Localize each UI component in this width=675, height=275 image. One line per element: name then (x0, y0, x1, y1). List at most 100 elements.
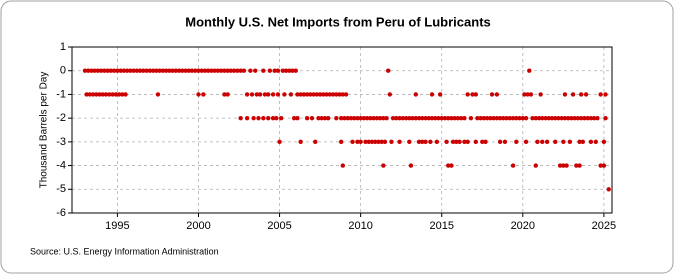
data-point (540, 115, 545, 121)
data-point (384, 115, 389, 121)
y-tick-label: -4 (56, 159, 66, 171)
data-point (538, 92, 543, 97)
data-point (170, 68, 175, 73)
data-point (497, 139, 503, 145)
data-point (408, 163, 414, 168)
data-point (147, 68, 153, 73)
data-point (256, 115, 261, 121)
data-point (342, 115, 347, 121)
data-point (173, 68, 178, 73)
data-point (340, 92, 346, 97)
y-tick-label: 0 (60, 65, 66, 77)
data-point (429, 92, 435, 97)
x-tick-label: 1995 (105, 220, 129, 232)
data-point (111, 68, 117, 73)
data-point (366, 139, 371, 145)
data-point (523, 115, 529, 121)
data-point (348, 115, 354, 121)
data-point (277, 139, 282, 145)
data-point (313, 139, 318, 145)
data-point (386, 68, 391, 73)
x-tick-label: 2005 (267, 220, 291, 232)
data-point (514, 115, 519, 121)
data-point (535, 139, 540, 145)
y-tick-label: -3 (56, 136, 66, 148)
data-point (578, 92, 584, 97)
data-point (304, 115, 310, 121)
data-point (338, 139, 344, 145)
data-point (575, 115, 581, 121)
data-point (368, 115, 373, 121)
data-point (355, 115, 360, 121)
data-point (160, 68, 166, 73)
data-point (355, 139, 360, 145)
data-point (588, 115, 594, 121)
data-point (566, 115, 571, 121)
data-point (407, 139, 412, 145)
data-point (199, 68, 204, 73)
data-point (118, 68, 123, 73)
data-point (282, 92, 287, 97)
data-point (107, 92, 112, 97)
data-point (470, 92, 475, 97)
data-point (334, 92, 339, 97)
data-point (473, 139, 478, 145)
data-point (358, 139, 363, 145)
data-point (222, 68, 227, 73)
data-point (533, 163, 538, 168)
data-point (261, 68, 266, 73)
data-point (574, 163, 579, 168)
data-point (267, 68, 273, 73)
data-point (100, 92, 106, 97)
data-point (110, 92, 115, 97)
data-point (326, 115, 331, 121)
data-point (382, 139, 388, 145)
data-point (108, 68, 114, 73)
data-point (497, 115, 503, 121)
data-point (525, 92, 530, 97)
data-point (536, 115, 542, 121)
data-point (261, 115, 266, 121)
data-point (371, 115, 376, 121)
data-point (444, 139, 449, 145)
data-point (403, 115, 409, 121)
data-point (369, 139, 375, 145)
data-point (193, 68, 198, 73)
data-point (272, 68, 277, 73)
data-point (295, 92, 300, 97)
data-point (327, 92, 333, 97)
data-point (381, 163, 386, 168)
data-point (131, 68, 136, 73)
data-point (270, 115, 276, 121)
data-point (598, 163, 603, 168)
data-point (491, 115, 496, 121)
data-point (446, 115, 451, 121)
data-point (561, 163, 566, 168)
data-point (540, 139, 545, 145)
data-point (343, 92, 349, 97)
data-point (301, 92, 307, 97)
data-point (244, 92, 250, 97)
data-point (543, 115, 548, 121)
plot-border (71, 46, 613, 214)
data-point (266, 92, 271, 97)
data-point (483, 139, 488, 145)
data-point (591, 115, 597, 121)
data-point (201, 92, 206, 97)
data-point (120, 92, 125, 97)
data-point (290, 68, 295, 73)
data-point (275, 68, 281, 73)
data-point (84, 92, 89, 97)
data-point (295, 115, 300, 121)
data-point (557, 163, 563, 168)
data-point (578, 115, 584, 121)
data-point (549, 115, 555, 121)
data-point (478, 115, 483, 121)
data-point (410, 115, 415, 121)
data-point (238, 115, 243, 121)
data-point (121, 68, 127, 73)
data-point (154, 68, 159, 73)
